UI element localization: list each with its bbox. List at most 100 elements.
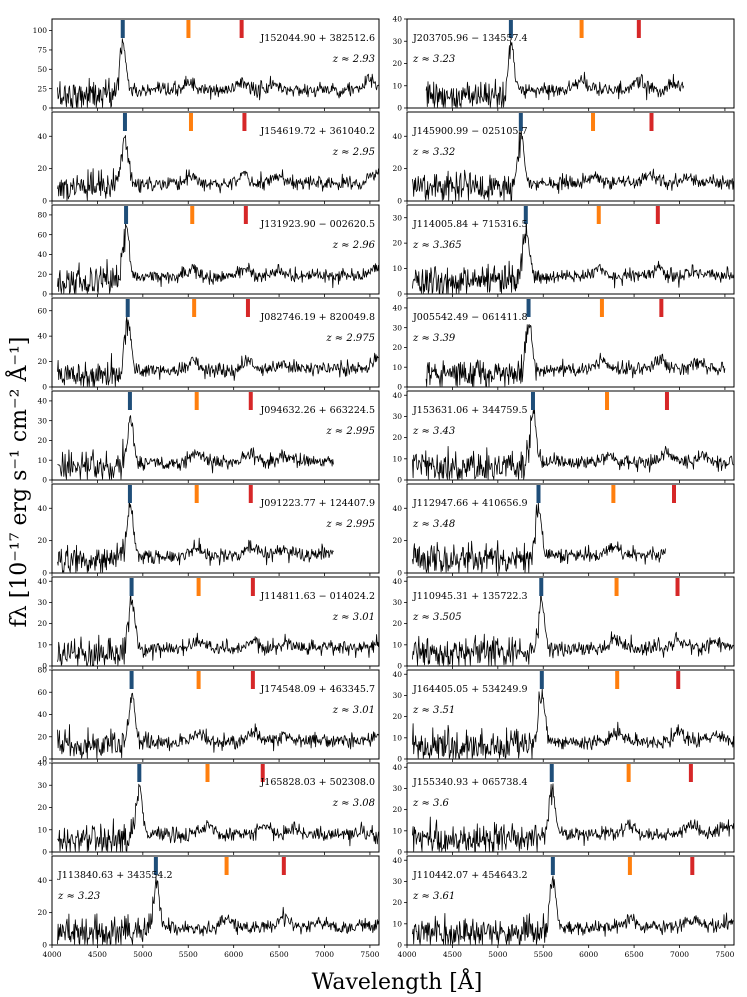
object-name: J005542.49 − 061411.8 (412, 312, 528, 323)
y-tick-label: 20 (37, 436, 47, 445)
line-marker (664, 392, 669, 410)
spectrum-line (57, 38, 379, 108)
panel-frame (51, 204, 380, 295)
y-tick-label: 0 (397, 476, 402, 485)
line-marker (615, 671, 620, 689)
line-marker (243, 206, 248, 224)
panel-frame (51, 297, 380, 388)
spectrum-line (57, 783, 379, 852)
y-tick-label: 0 (397, 104, 402, 113)
y-tick-label: 20 (37, 357, 47, 366)
spectrum-panel: 0 10 20 30 40 J094632.26 + 663224.5 z ≈ 2.995 (37, 390, 380, 485)
object-name: J174548.09 + 463345.7 (259, 684, 375, 695)
redshift-label: z ≈ 3.39 (412, 333, 456, 344)
redshift-label: z ≈ 2.995 (325, 426, 375, 437)
spectrum-line (412, 589, 734, 666)
redshift-label: z ≈ 3.51 (412, 705, 455, 716)
x-tick-label: 7500 (360, 950, 379, 959)
x-tick-label: 6000 (224, 950, 243, 959)
y-tick-label: 10 (37, 456, 47, 465)
line-marker (196, 578, 201, 596)
y-tick-label: 40 (37, 577, 47, 586)
y-tick-label: 0 (42, 104, 47, 113)
y-tick-label: 40 (37, 876, 47, 885)
y-tick-label: 10 (392, 640, 402, 649)
line-marker (539, 671, 544, 689)
x-tick-label: 5000 (133, 950, 152, 959)
line-marker (676, 671, 681, 689)
y-tick-label: 20 (37, 619, 47, 628)
line-marker (120, 20, 125, 38)
y-tick-label: 40 (392, 670, 402, 679)
line-marker (137, 764, 142, 782)
spectrum-panel: 0 20 40 4000 4500 5000 5500 6000 6500 7000 7500 J11… (37, 855, 380, 959)
y-tick-label: 10 (392, 363, 402, 372)
line-marker (536, 485, 541, 503)
line-marker (190, 206, 195, 224)
line-marker (281, 857, 286, 875)
y-tick-label: 30 (392, 37, 402, 46)
y-tick-label: 10 (392, 264, 402, 273)
redshift-label: z ≈ 3.505 (412, 612, 462, 623)
y-tick-label: 30 (392, 691, 402, 700)
spectrum-panel: 0 25 50 75 100 J152044.90 + 382512.6 z ≈ 2.93 (33, 18, 380, 113)
y-tick-label: 80 (37, 666, 47, 675)
redshift-label: z ≈ 2.93 (332, 54, 375, 65)
y-tick-label: 0 (42, 476, 47, 485)
y-tick-label: 60 (37, 306, 47, 315)
panel-frame (51, 390, 380, 481)
y-tick-label: 80 (37, 210, 47, 219)
line-marker (688, 764, 693, 782)
y-tick-label: 30 (37, 598, 47, 607)
y-tick-label: 40 (37, 250, 47, 259)
spectrum-panel: 0 20 40 60 80 J131923.90 − 002620.5 z ≈ 2.96 (37, 204, 380, 299)
y-tick-label: 0 (42, 941, 47, 950)
y-tick-label: 0 (397, 383, 402, 392)
x-tick-label: 4000 (397, 950, 416, 959)
spectrum-line (412, 875, 734, 945)
line-marker (260, 764, 265, 782)
line-marker (194, 485, 199, 503)
spectrum-line (412, 128, 734, 201)
y-tick-label: 0 (397, 755, 402, 764)
x-tick-label: 5500 (179, 950, 198, 959)
line-marker (523, 206, 528, 224)
spectrum-panel: 0 10 20 30 40 J110945.31 + 135722.3 z ≈ 3.505 (392, 576, 735, 671)
redshift-label: z ≈ 3.23 (412, 54, 455, 65)
y-tick-label: 20 (392, 898, 402, 907)
spectrum-line (57, 223, 379, 294)
y-tick-label: 0 (397, 848, 402, 857)
redshift-label: z ≈ 3.01 (332, 705, 375, 716)
y-tick-label: 10 (392, 454, 402, 463)
spectrum-panel: 0 10 20 30 40 J164405.05 + 534249.9 z ≈ 3.51 (392, 669, 735, 764)
line-marker (188, 113, 193, 131)
y-tick-label: 20 (37, 908, 47, 917)
redshift-label: z ≈ 2.95 (332, 147, 375, 158)
object-name: J110442.07 + 454643.2 (412, 870, 528, 881)
spectrum-line (57, 496, 334, 573)
y-tick-label: 40 (37, 132, 47, 141)
redshift-label: z ≈ 2.995 (325, 519, 375, 530)
x-tick-label: 4500 (443, 950, 462, 959)
y-tick-label: 40 (37, 759, 47, 768)
x-tick-label: 4500 (88, 950, 107, 959)
object-name: J114005.84 + 715316.5 (412, 219, 528, 230)
object-name: J153631.06 + 344759.5 (412, 405, 528, 416)
y-tick-label: 0 (42, 383, 47, 392)
x-tick-label: 7000 (315, 950, 334, 959)
y-tick-label: 20 (392, 343, 402, 352)
line-marker (125, 299, 130, 317)
line-marker (245, 299, 250, 317)
y-tick-label: 40 (392, 577, 402, 586)
spectrum-line (412, 220, 734, 294)
spectrum-panel: 0 10 20 30 40 J153631.06 + 344759.5 z ≈ 3.43 (392, 390, 735, 485)
y-tick-label: 100 (33, 26, 48, 35)
object-name: J203705.96 − 134557.4 (412, 33, 528, 44)
line-marker (530, 392, 535, 410)
line-marker (248, 392, 253, 410)
x-tick-label: 5500 (534, 950, 553, 959)
y-tick-label: 30 (392, 598, 402, 607)
panel-frame (406, 855, 735, 946)
y-tick-label: 30 (392, 412, 402, 421)
spectrum-line (57, 415, 334, 480)
